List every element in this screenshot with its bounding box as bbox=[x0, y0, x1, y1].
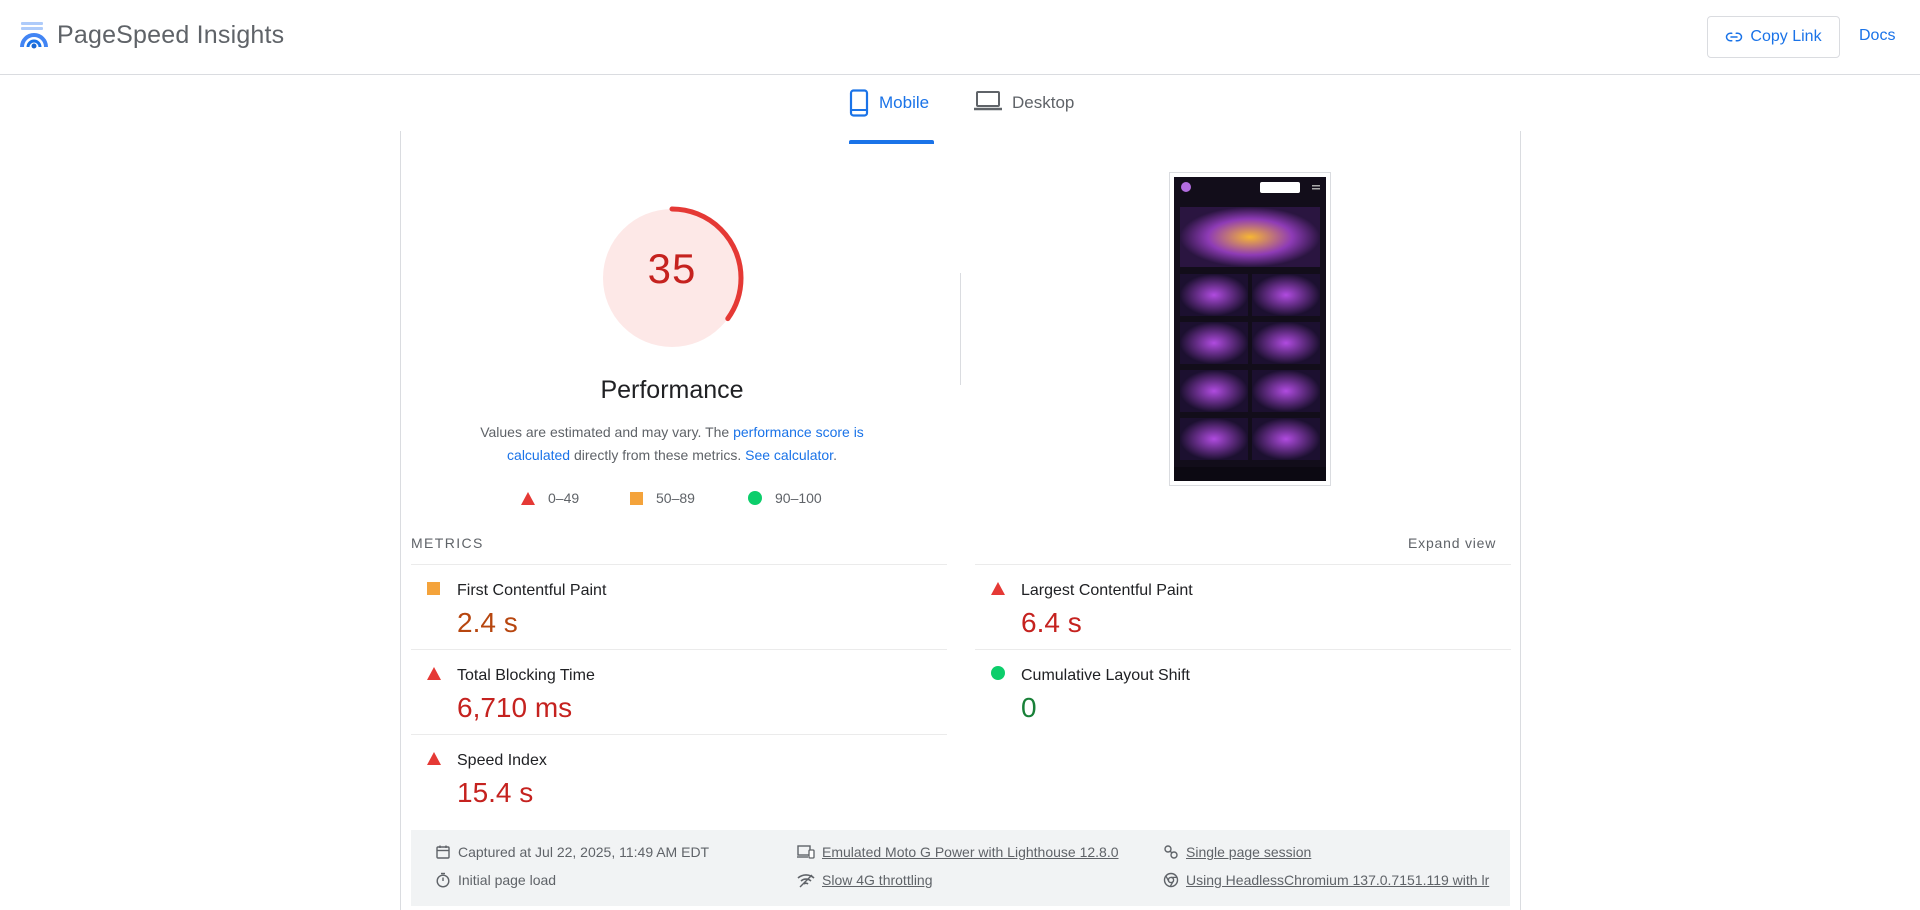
metric-name: Total Blocking Time bbox=[457, 667, 595, 684]
screenshot-image bbox=[1174, 177, 1326, 481]
report-card bbox=[400, 131, 1521, 910]
metrics-divider bbox=[411, 734, 947, 735]
tab-mobile[interactable]: Mobile bbox=[849, 89, 934, 144]
link-icon bbox=[1726, 32, 1743, 42]
metrics-divider bbox=[975, 649, 1511, 650]
metric-name: First Contentful Paint bbox=[457, 582, 607, 599]
legend-good: 90–100 bbox=[748, 490, 822, 506]
timer-icon bbox=[436, 872, 450, 888]
info-device[interactable]: Emulated Moto G Power with Lighthouse 12… bbox=[797, 844, 1119, 860]
active-tab-indicator bbox=[849, 140, 934, 144]
desc-prefix: Values are estimated and may vary. The bbox=[480, 424, 734, 440]
tab-mobile-label: Mobile bbox=[879, 93, 930, 112]
screenshot-art bbox=[1174, 177, 1326, 481]
triangle-icon bbox=[427, 667, 441, 680]
gauge-background bbox=[603, 209, 741, 347]
info-session[interactable]: Single page session bbox=[1163, 844, 1311, 860]
metric-cumulative-layout-shift: Cumulative Layout Shift 0 bbox=[975, 650, 1495, 734]
metrics-heading: METRICS bbox=[411, 535, 484, 551]
page-screenshot-thumbnail[interactable] bbox=[1169, 172, 1331, 486]
metric-name: Cumulative Layout Shift bbox=[1021, 667, 1190, 684]
vertical-divider bbox=[960, 273, 961, 385]
chrome-icon bbox=[1163, 872, 1179, 888]
wifi-icon bbox=[797, 874, 815, 888]
info-captured: Captured at Jul 22, 2025, 11:49 AM EDT bbox=[435, 844, 709, 860]
performance-score: 35 bbox=[647, 245, 697, 292]
metric-largest-contentful-paint: Largest Contentful Paint 6.4 s bbox=[975, 565, 1495, 649]
triangle-icon bbox=[427, 752, 441, 765]
run-info-panel: Captured at Jul 22, 2025, 11:49 AM EDT I… bbox=[411, 830, 1510, 906]
triangle-icon bbox=[521, 491, 535, 505]
device-text: Emulated Moto G Power with Lighthouse 12… bbox=[822, 844, 1119, 860]
throttling-text: Slow 4G throttling bbox=[822, 872, 933, 888]
circle-icon bbox=[748, 491, 762, 505]
tab-desktop[interactable]: Desktop bbox=[974, 89, 1074, 131]
devices-icon bbox=[797, 845, 815, 859]
copy-link-button[interactable]: Copy Link bbox=[1707, 16, 1840, 58]
docs-link[interactable]: Docs bbox=[1859, 27, 1896, 44]
captured-text: Captured at Jul 22, 2025, 11:49 AM EDT bbox=[458, 844, 710, 860]
metrics-divider bbox=[975, 564, 1511, 565]
copy-link-label: Copy Link bbox=[1750, 28, 1822, 45]
triangle-icon bbox=[991, 582, 1005, 595]
session-icon bbox=[1164, 845, 1178, 859]
see-calculator-link[interactable]: See calculator bbox=[745, 447, 834, 463]
top-bar: PageSpeed Insights Copy Link Docs bbox=[0, 0, 1920, 75]
smartphone-icon bbox=[849, 89, 869, 117]
info-initial-load: Initial page load bbox=[435, 872, 556, 888]
tab-desktop-label: Desktop bbox=[1012, 93, 1075, 112]
metric-value: 2.4 s bbox=[457, 607, 518, 638]
desc-suffix: . bbox=[833, 447, 837, 463]
metric-name: Speed Index bbox=[457, 752, 547, 769]
performance-score-link[interactable]: performance score is calculated bbox=[507, 424, 864, 463]
browser-text: Using HeadlessChromium 137.0.7151.119 wi… bbox=[1186, 872, 1490, 888]
performance-title: Performance bbox=[600, 376, 744, 404]
metrics-divider bbox=[411, 649, 947, 650]
legend-good-label: 90–100 bbox=[775, 490, 822, 506]
legend-average-label: 50–89 bbox=[656, 490, 695, 506]
desc-middle: directly from these metrics. bbox=[570, 447, 746, 463]
app-title: PageSpeed Insights bbox=[57, 21, 285, 49]
square-icon bbox=[630, 491, 643, 505]
metric-name: Largest Contentful Paint bbox=[1021, 582, 1193, 599]
metric-value: 15.4 s bbox=[457, 777, 534, 808]
performance-description: Values are estimated and may vary. The p… bbox=[455, 421, 889, 467]
metric-first-contentful-paint: First Contentful Paint 2.4 s bbox=[411, 565, 931, 649]
metric-total-blocking-time: Total Blocking Time 6,710 ms bbox=[411, 650, 931, 734]
info-throttling[interactable]: Slow 4G throttling bbox=[797, 872, 933, 888]
metric-value: 0 bbox=[1021, 692, 1037, 723]
legend-average: 50–89 bbox=[630, 490, 695, 506]
metric-value: 6.4 s bbox=[1021, 607, 1082, 638]
calendar-icon bbox=[436, 845, 450, 859]
circle-icon bbox=[991, 666, 1005, 680]
metrics-divider bbox=[411, 564, 947, 565]
expand-view-button[interactable]: Expand view bbox=[1408, 535, 1497, 551]
info-browser[interactable]: Using HeadlessChromium 137.0.7151.119 wi… bbox=[1163, 872, 1497, 888]
initial-load-text: Initial page load bbox=[458, 872, 557, 888]
legend-poor-label: 0–49 bbox=[548, 490, 580, 506]
performance-gauge bbox=[600, 206, 744, 350]
device-tabs: Mobile Desktop bbox=[0, 75, 1920, 144]
pagespeed-logo-icon bbox=[20, 22, 48, 49]
laptop-icon bbox=[974, 91, 1002, 111]
square-icon bbox=[427, 582, 440, 595]
gauge-arc bbox=[600, 206, 744, 350]
metric-speed-index: Speed Index 15.4 s bbox=[411, 735, 931, 819]
legend-poor: 0–49 bbox=[521, 490, 579, 506]
metric-value: 6,710 ms bbox=[457, 692, 573, 723]
session-text: Single page session bbox=[1186, 844, 1312, 860]
